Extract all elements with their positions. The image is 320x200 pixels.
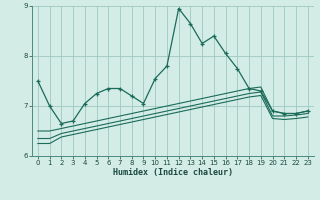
X-axis label: Humidex (Indice chaleur): Humidex (Indice chaleur)	[113, 168, 233, 177]
